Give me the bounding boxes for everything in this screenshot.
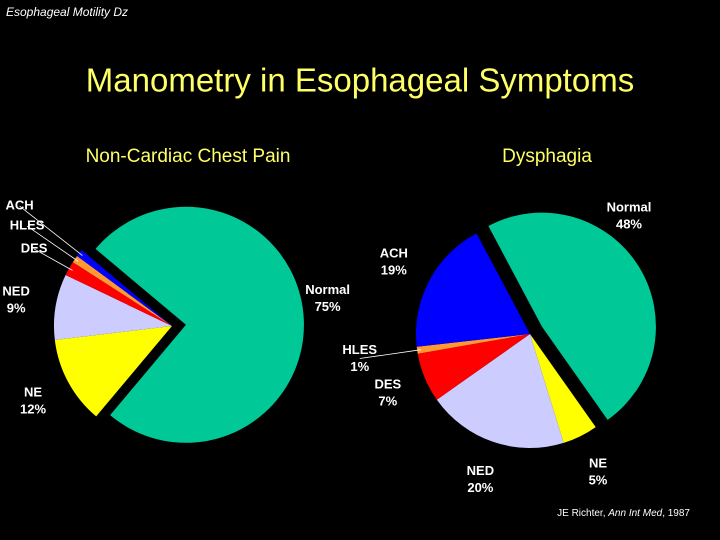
chart-title: Dysphagia (502, 146, 592, 167)
slice-label: ACH (5, 197, 33, 212)
pie-slice (530, 334, 596, 443)
header: Esophageal Motility Dz (6, 5, 128, 19)
pie-slice (417, 334, 530, 400)
value-label: 5% (589, 473, 608, 488)
slice-label: NED (467, 463, 494, 478)
slice-label: HLES (10, 217, 45, 232)
slide-title: Manometry in Esophageal Symptoms (86, 62, 634, 99)
slice-label: HLES (342, 342, 377, 357)
citation-part: JE Richter, (557, 508, 608, 519)
pie-slice (95, 206, 304, 443)
slice-label: Normal (607, 199, 652, 214)
value-label: 12% (20, 402, 46, 417)
pie-slice (54, 326, 172, 417)
slice-label: NED (2, 284, 29, 299)
value-label: 1% (350, 359, 369, 374)
slice-label: DES (374, 377, 401, 392)
chart-title: Non-Cardiac Chest Pain (86, 146, 291, 167)
pie-slice (54, 275, 173, 340)
citation-part: , 1987 (662, 508, 690, 519)
leader-line (33, 248, 73, 271)
slice-label: NE (24, 385, 42, 400)
leader-line (26, 225, 79, 262)
leader-line (19, 205, 83, 256)
pie-slice (77, 250, 172, 326)
value-label: 19% (381, 263, 407, 278)
pie-slice (72, 255, 172, 326)
slice-label: NE (589, 456, 607, 471)
pie-slice (488, 212, 656, 420)
slice-label: DES (21, 240, 48, 255)
slice-label: Normal (305, 282, 350, 297)
slice-label: ACH (380, 246, 408, 261)
pie-slice (416, 334, 530, 354)
pie-slice (436, 334, 564, 448)
value-label: 48% (616, 216, 642, 231)
value-label: 20% (467, 480, 493, 495)
citation-part: Ann Int Med (607, 508, 662, 519)
value-label: 7% (378, 394, 397, 409)
citation: JE Richter, Ann Int Med, 1987 (557, 508, 690, 519)
pie-slice (65, 262, 172, 326)
leader-line (359, 349, 422, 359)
pie-slice (415, 233, 530, 347)
value-label: 75% (315, 299, 341, 314)
value-label: 9% (7, 301, 26, 316)
